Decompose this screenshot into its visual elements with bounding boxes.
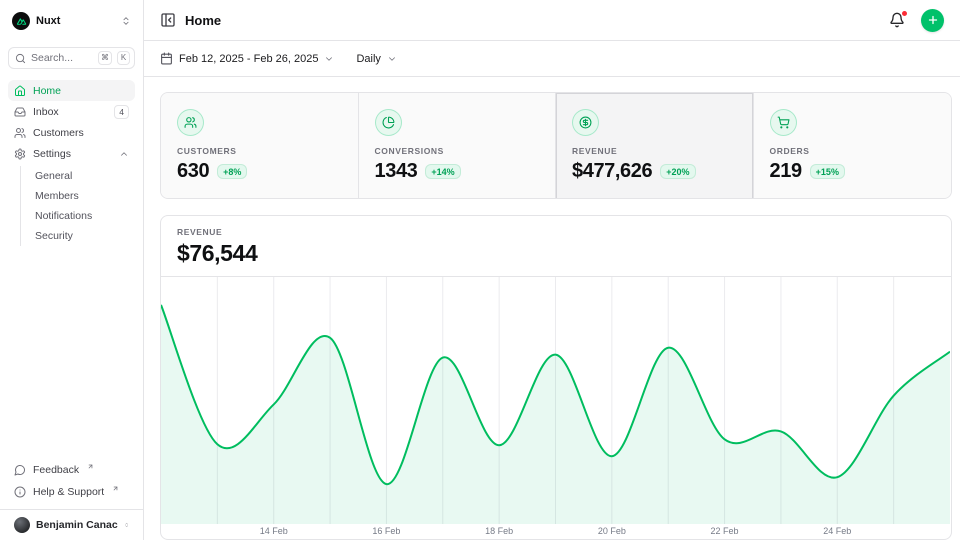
panel-left-close-icon bbox=[161, 13, 175, 27]
calendar-icon bbox=[161, 52, 172, 65]
gear-icon bbox=[15, 148, 25, 159]
stat-delta-badge: +8% bbox=[217, 164, 248, 179]
sidebar-subitem-security[interactable]: Security bbox=[35, 230, 73, 242]
header-actions bbox=[889, 8, 944, 32]
period-select[interactable]: Daily bbox=[356, 53, 396, 65]
sidebar-item-label: Home bbox=[33, 84, 62, 97]
users-icon bbox=[14, 127, 26, 138]
chevron-up-icon bbox=[121, 151, 127, 156]
kbd-cmd: ⌘ bbox=[98, 51, 112, 65]
house-icon bbox=[15, 85, 25, 96]
page-header: Home bbox=[144, 0, 960, 41]
sidebar-item-home[interactable]: Home bbox=[8, 80, 135, 101]
add-button[interactable] bbox=[921, 8, 944, 32]
stat-label: REVENUE bbox=[572, 146, 618, 156]
x-axis-label: 14 Feb bbox=[259, 526, 288, 537]
chevron-down-icon bbox=[326, 56, 333, 61]
chart-pie-icon bbox=[374, 109, 402, 136]
kbd-k: K bbox=[117, 51, 130, 65]
chart-metric-label: REVENUE bbox=[177, 227, 223, 237]
settings-submenu: General Members Notifications Security bbox=[20, 166, 135, 246]
sidebar-item-label: Settings bbox=[33, 147, 71, 160]
x-axis-label: 24 Feb bbox=[823, 526, 852, 537]
footer-item-label: Help & Support bbox=[33, 486, 105, 498]
avatar bbox=[14, 517, 30, 533]
sidebar-subitem-notifications[interactable]: Notifications bbox=[35, 210, 93, 222]
x-axis-label: 18 Feb bbox=[485, 526, 514, 537]
user-menu[interactable]: Benjamin Canac bbox=[0, 509, 143, 540]
stat-label: CUSTOMERS bbox=[177, 146, 237, 156]
x-axis-label: 16 Feb bbox=[372, 526, 401, 537]
revenue-chart-card: REVENUE $76,544 14 Feb 16 Feb 18 Feb 20 Feb… bbox=[160, 215, 952, 540]
x-axis-label: 20 Feb bbox=[597, 526, 626, 537]
chevron-down-icon bbox=[388, 56, 395, 61]
filters-toolbar: Feb 12, 2025 - Feb 26, 2025 Daily bbox=[144, 41, 960, 77]
stat-value: 1343 bbox=[374, 160, 418, 182]
stat-card-orders[interactable]: ORDERS 219 +15% bbox=[753, 93, 951, 198]
workspace-selector[interactable]: Nuxt bbox=[8, 10, 135, 32]
page-content: CUSTOMERS 630 +8% CONVERSIONS 1343 +14% bbox=[144, 77, 960, 540]
stat-card-customers[interactable]: CUSTOMERS 630 +8% bbox=[161, 93, 359, 198]
external-link-icon bbox=[88, 464, 93, 468]
sidebar-subitem-general[interactable]: General bbox=[35, 170, 73, 182]
plus-icon bbox=[928, 15, 937, 25]
sidebar-item-label: Customers bbox=[33, 126, 84, 139]
sidebar-footer: Feedback Help & Support bbox=[8, 459, 135, 507]
stat-label: CONVERSIONS bbox=[374, 146, 444, 156]
help-support-link[interactable]: Help & Support bbox=[8, 481, 135, 503]
sidebar-item-inbox[interactable]: Inbox 4 bbox=[8, 101, 135, 122]
nuxt-logo-icon bbox=[12, 12, 30, 30]
stat-label: ORDERS bbox=[769, 146, 810, 156]
feedback-link[interactable]: Feedback bbox=[8, 459, 135, 481]
main-area: Home Feb 12, 2025 - Feb 26, 2025 Daily bbox=[144, 0, 960, 540]
footer-item-label: Feedback bbox=[33, 464, 80, 476]
date-range-picker[interactable]: Feb 12, 2025 - Feb 26, 2025 bbox=[160, 52, 334, 65]
sidebar: Nuxt ⌘ K Home Inbox 4 Customers bbox=[0, 0, 144, 540]
chevrons-up-down-icon bbox=[125, 523, 128, 527]
sidebar-item-label: Inbox bbox=[33, 105, 59, 118]
workspace-name: Nuxt bbox=[36, 15, 61, 27]
stat-value: $477,626 bbox=[572, 160, 653, 182]
inbox-count-badge: 4 bbox=[114, 104, 129, 119]
inbox-icon bbox=[14, 107, 26, 116]
search-box[interactable]: ⌘ K bbox=[8, 47, 135, 69]
collapse-sidebar-button[interactable] bbox=[160, 12, 176, 28]
cart-icon bbox=[769, 109, 797, 136]
circle-dollar-icon bbox=[572, 109, 599, 136]
notifications-button[interactable] bbox=[889, 10, 908, 29]
sidebar-item-settings[interactable]: Settings bbox=[8, 143, 135, 164]
stat-card-conversions[interactable]: CONVERSIONS 1343 +14% bbox=[358, 93, 556, 198]
info-circle-icon bbox=[14, 486, 26, 498]
chat-bubble-icon bbox=[14, 465, 25, 476]
chart-svg bbox=[161, 277, 950, 524]
sidebar-subitem-members[interactable]: Members bbox=[35, 190, 79, 202]
stat-delta-badge: +15% bbox=[809, 164, 845, 179]
revenue-area-chart[interactable] bbox=[161, 277, 951, 524]
stat-value: 630 bbox=[177, 160, 210, 182]
search-icon bbox=[15, 53, 26, 63]
stat-card-revenue[interactable]: REVENUE $477,626 +20% bbox=[556, 93, 754, 198]
stat-delta-badge: +20% bbox=[660, 164, 696, 179]
sidebar-nav: Home Inbox 4 Customers Settings General … bbox=[8, 80, 135, 246]
user-name: Benjamin Canac bbox=[36, 519, 118, 531]
page-title: Home bbox=[185, 12, 222, 28]
search-input[interactable] bbox=[31, 52, 93, 64]
users-icon bbox=[177, 109, 204, 136]
date-range-label: Feb 12, 2025 - Feb 26, 2025 bbox=[179, 52, 319, 65]
bell-icon bbox=[890, 12, 904, 28]
sidebar-spacer bbox=[8, 246, 135, 459]
external-link-icon bbox=[113, 486, 118, 490]
chart-header: REVENUE $76,544 bbox=[161, 216, 951, 277]
chart-metric-value: $76,544 bbox=[177, 240, 258, 266]
stat-value: 219 bbox=[769, 160, 803, 182]
x-axis-label: 22 Feb bbox=[710, 526, 739, 537]
chevrons-up-down-icon bbox=[123, 17, 129, 25]
notification-dot bbox=[901, 10, 908, 17]
stat-delta-badge: +14% bbox=[425, 164, 461, 179]
period-label: Daily bbox=[356, 52, 381, 65]
sidebar-item-customers[interactable]: Customers bbox=[8, 122, 135, 143]
x-axis: 14 Feb 16 Feb 18 Feb 20 Feb 22 Feb 24 Feb bbox=[161, 522, 951, 539]
stats-row: CUSTOMERS 630 +8% CONVERSIONS 1343 +14% bbox=[160, 92, 952, 199]
